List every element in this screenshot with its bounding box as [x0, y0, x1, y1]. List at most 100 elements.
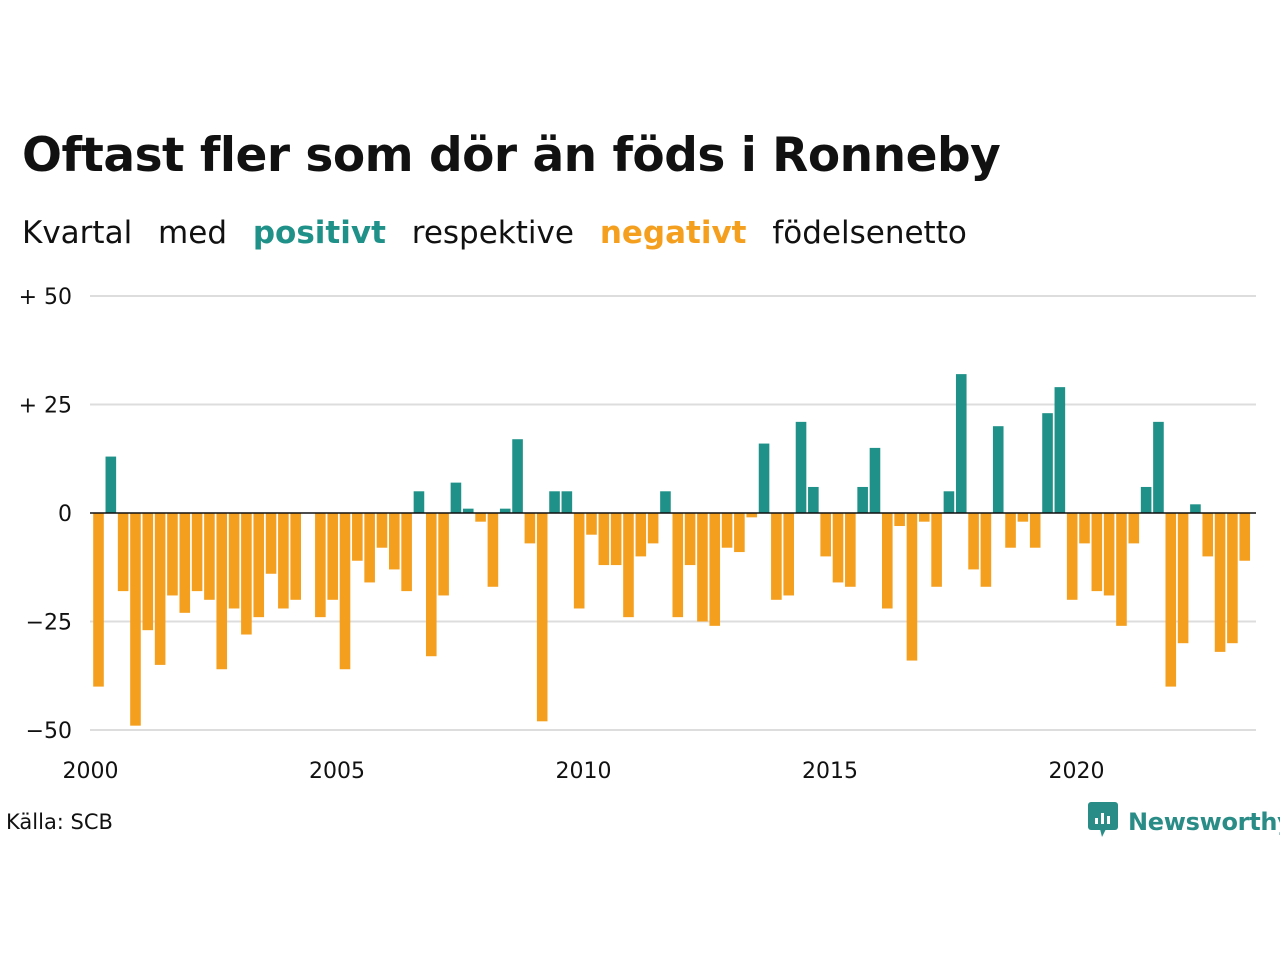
bar	[623, 513, 634, 618]
bar	[290, 513, 301, 600]
bar	[647, 513, 659, 544]
bar	[438, 513, 449, 596]
bar	[105, 456, 117, 513]
bar	[1140, 486, 1152, 513]
bar-chart: + 50 + 25 0 −25 −50 2000 2005 2010 2015 2020	[19, 285, 1256, 784]
bar	[918, 513, 930, 522]
bar	[1202, 513, 1214, 557]
subtitle-word-kvartal: Kvartal	[22, 215, 133, 251]
bar	[832, 513, 844, 583]
y-tick-label: 0	[58, 502, 72, 527]
bar	[808, 486, 819, 513]
bar	[573, 513, 585, 609]
x-tick-label: 2020	[1049, 759, 1105, 784]
bar	[536, 513, 548, 722]
bar	[1239, 513, 1251, 561]
bar	[721, 513, 733, 548]
subtitle-positive-label: positivt	[252, 215, 386, 251]
bar	[315, 513, 326, 618]
bar	[278, 513, 289, 609]
bar	[931, 513, 942, 587]
bar	[499, 508, 511, 513]
bar	[425, 513, 437, 657]
bar	[339, 513, 351, 670]
x-tick-label: 2005	[309, 759, 365, 784]
bar	[992, 426, 1004, 513]
x-tick-label: 2000	[63, 759, 119, 784]
bar	[389, 513, 400, 570]
bar	[758, 443, 770, 513]
bar	[561, 491, 573, 513]
bar	[327, 513, 338, 600]
bar	[795, 421, 807, 513]
source-note: Källa: SCB	[6, 810, 113, 834]
bar	[709, 513, 721, 626]
y-tick-label: + 25	[19, 394, 72, 419]
bar	[117, 513, 129, 592]
bar	[1128, 513, 1140, 544]
subtitle-negative-label: negativt	[599, 215, 747, 251]
bar	[253, 513, 265, 618]
bar	[1190, 504, 1201, 513]
bar	[154, 513, 166, 665]
bar	[1165, 513, 1177, 687]
bar	[684, 513, 696, 566]
bar	[783, 513, 794, 596]
bar	[462, 508, 474, 513]
newsworthy-logo-icon	[1088, 802, 1120, 842]
bar	[1177, 513, 1189, 644]
bar	[660, 491, 671, 513]
bar	[980, 513, 992, 587]
bar	[1042, 413, 1053, 513]
bar	[845, 513, 856, 587]
bar	[943, 491, 955, 513]
subtitle-word-fodelsenetto: födelsenetto	[772, 215, 967, 251]
bar	[1054, 387, 1066, 513]
bar	[1153, 421, 1164, 513]
bar	[1079, 513, 1090, 544]
x-tick-label: 2015	[802, 759, 858, 784]
bar	[1091, 513, 1103, 592]
y-tick-label: −25	[26, 611, 72, 636]
bar	[882, 513, 893, 609]
bar	[450, 482, 462, 513]
bar	[413, 491, 425, 513]
bar	[401, 513, 412, 592]
y-tick-label: −50	[26, 719, 72, 744]
chart-title: Oftast fler som dör än föds i Ronneby	[22, 128, 1001, 183]
bar	[894, 513, 905, 527]
bar	[167, 513, 178, 596]
bar	[204, 513, 215, 600]
bar	[1103, 513, 1115, 596]
chart-subtitle: Kvartal med positivt respektive negativt…	[22, 215, 983, 251]
bar	[610, 513, 622, 566]
bar	[524, 513, 536, 544]
bar	[771, 513, 782, 600]
bar	[1227, 513, 1238, 644]
bar	[142, 513, 154, 631]
bar	[1029, 513, 1041, 548]
bar	[216, 513, 228, 670]
bar	[869, 447, 881, 513]
bar	[968, 513, 979, 570]
bar	[1066, 513, 1078, 600]
bar	[1017, 513, 1029, 522]
bar	[955, 374, 967, 513]
bar	[820, 513, 831, 557]
bar	[697, 513, 708, 622]
x-tick-label: 2010	[556, 759, 612, 784]
bar	[352, 513, 363, 561]
bar	[598, 513, 610, 566]
bar	[635, 513, 647, 557]
bar	[487, 513, 499, 587]
bar	[364, 513, 375, 583]
bar	[906, 513, 918, 661]
bar	[130, 513, 141, 726]
brand: Newsworthy	[1088, 802, 1280, 842]
bar	[549, 491, 560, 513]
bar	[179, 513, 191, 613]
bar	[586, 513, 597, 535]
y-tick-label: + 50	[19, 285, 72, 310]
bar	[857, 486, 868, 513]
bar	[228, 513, 240, 609]
